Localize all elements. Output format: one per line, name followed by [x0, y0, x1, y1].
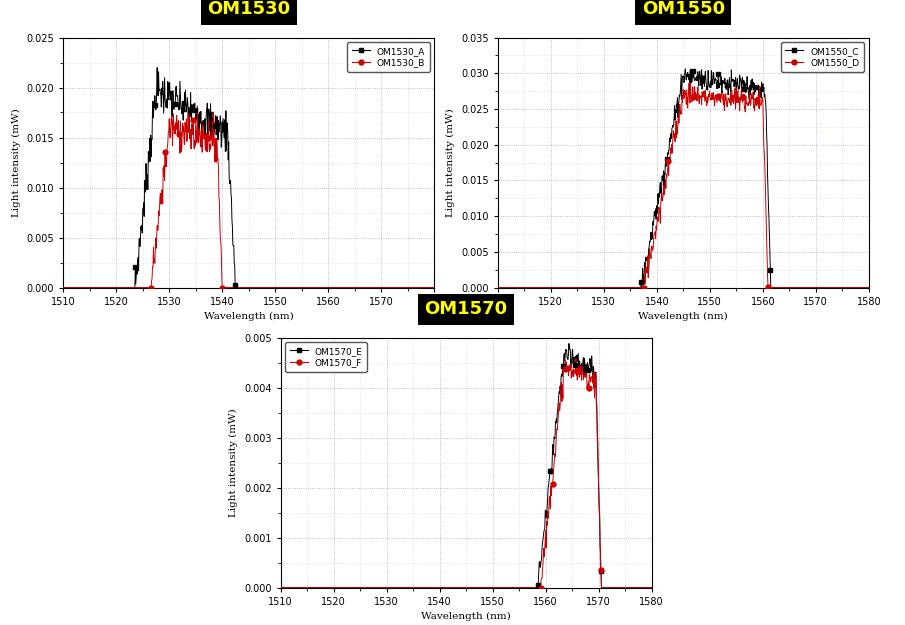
X-axis label: Wavelength (nm): Wavelength (nm): [421, 612, 511, 621]
Legend: OM1550_C, OM1550_D: OM1550_C, OM1550_D: [781, 42, 864, 72]
Y-axis label: Light intensity (mW): Light intensity (mW): [12, 108, 21, 217]
X-axis label: Wavelength (nm): Wavelength (nm): [204, 312, 294, 321]
Y-axis label: Light intensity (mW): Light intensity (mW): [229, 408, 238, 517]
Text: OM1530: OM1530: [207, 1, 291, 18]
Legend: OM1570_E, OM1570_F: OM1570_E, OM1570_F: [285, 342, 367, 372]
Text: OM1570: OM1570: [424, 301, 508, 318]
Legend: OM1530_A, OM1530_B: OM1530_A, OM1530_B: [348, 42, 430, 72]
X-axis label: Wavelength (nm): Wavelength (nm): [638, 312, 729, 321]
Text: OM1550: OM1550: [642, 1, 725, 18]
Y-axis label: Light intensity (mW): Light intensity (mW): [446, 108, 455, 217]
